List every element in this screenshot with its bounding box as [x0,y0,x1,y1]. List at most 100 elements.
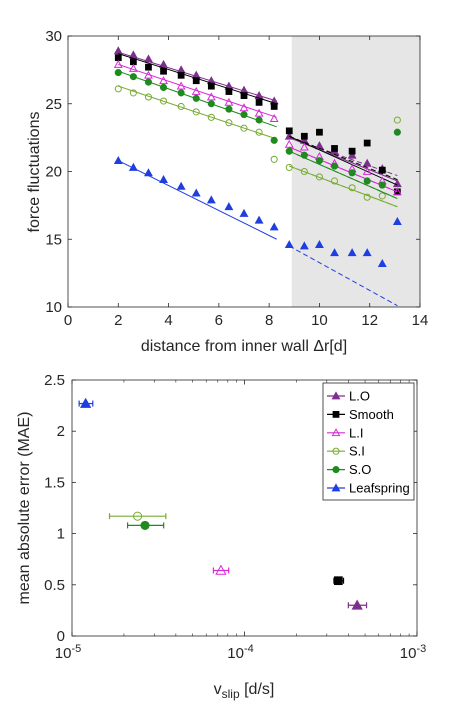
x-tick-label: 2 [114,312,122,329]
data-point [300,151,308,159]
data-point [377,259,387,268]
legend-item: S.I [327,444,365,459]
x-tick-label: 10 [311,312,328,329]
data-point [270,136,278,144]
data-point [224,202,234,211]
data-point [315,157,323,165]
data-point [299,142,309,151]
legend-marker [331,483,341,492]
data-point [378,166,386,174]
x-axis-label-main: v [214,681,222,698]
data-point [285,147,293,155]
data-point [363,177,371,185]
series-leafspring [113,156,402,307]
data-point [285,163,293,171]
data-point [348,169,356,177]
data-point [145,63,152,71]
data-point [299,241,309,250]
data-point [270,155,278,163]
data-point [351,599,363,610]
data-point [114,85,122,93]
data-point [207,100,215,108]
data-point [334,576,343,586]
data-point [363,193,371,201]
data-point [113,46,123,55]
data-point [192,94,200,102]
series-si [108,511,167,521]
data-point [140,520,150,530]
data-point [347,248,357,257]
x-axis-label-unit: [d/s] [240,681,275,698]
x-tick-label: 6 [215,312,223,329]
data-point [330,162,339,170]
fit-line [118,85,277,140]
y-tick-label: 0.5 [44,577,65,594]
legend-label: S.I [349,444,365,459]
data-point [314,240,324,249]
data-point [225,105,233,113]
data-point [330,248,339,257]
data-point [192,77,200,85]
data-point [159,97,168,105]
data-point [133,511,143,521]
x-axis-label: distance from inner wall Δr[d] [141,338,347,355]
series-smooth [114,53,401,196]
data-point [144,70,153,79]
data-point [207,82,215,90]
data-point [362,166,372,175]
data-point [270,103,278,110]
y-axis-label: mean absolute error (MAE) [16,412,33,605]
data-point [224,97,234,106]
legend-marker [332,411,340,418]
data-point [392,187,402,196]
data-point [177,71,185,79]
data-point [240,111,248,119]
data-point [331,145,338,152]
data-point [362,248,372,257]
data-point [392,217,402,226]
legend-marker [332,447,340,455]
extrapolation-line [289,245,398,307]
legend-item: L.O [327,389,370,404]
data-point [176,181,186,190]
data-point [191,188,201,197]
data-point [144,78,153,86]
data-point [255,128,263,136]
data-point [128,63,138,72]
data-point [269,114,279,123]
data-point [330,177,339,185]
legend-label: L.O [349,389,370,404]
y-axis-label: force fluctuations [26,112,43,233]
series-li [212,564,230,575]
legend-marker [331,428,341,437]
data-point [114,69,122,77]
data-point [254,215,264,224]
legend-box [322,382,415,501]
y-tick-label: 10 [45,299,62,316]
legend-item: L.I [327,425,363,440]
legend-item: Leafspring [327,481,410,496]
legend-item: S.O [327,462,371,477]
data-point [176,65,186,74]
data-point [254,108,264,117]
x-tick-label: 4 [164,312,172,329]
data-point [269,222,279,231]
data-point [393,116,401,124]
legend: L.O Smooth L.I S.I S.O Leafspring [322,382,415,501]
data-point [225,88,233,95]
extrapolation-line [289,150,398,200]
legend-label: L.I [349,425,363,440]
y-tick-label: 2 [57,423,65,440]
data-point [159,83,168,92]
data-point [393,128,401,136]
y-tick-label: 30 [45,28,62,45]
y-tick-label: 15 [45,231,62,248]
y-tick-label: 1 [57,526,65,543]
legend-marker [332,466,340,474]
data-point [177,89,185,97]
x-tick-label: 10-3 [400,643,426,662]
data-point [128,162,138,171]
series-lo [347,599,368,610]
data-point [378,192,386,200]
